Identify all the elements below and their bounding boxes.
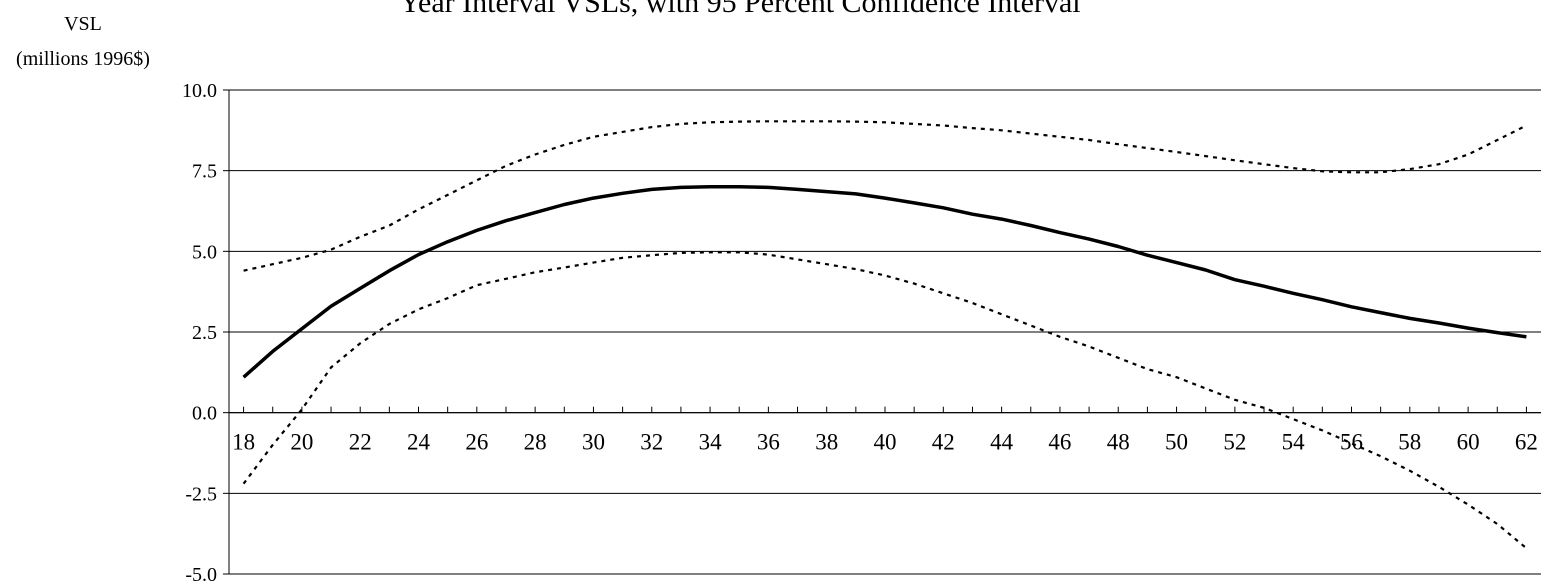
x-tick-label: 52 bbox=[1223, 430, 1246, 455]
x-tick-label: 36 bbox=[757, 430, 780, 455]
x-tick-label: 46 bbox=[1048, 430, 1071, 455]
x-tick-label: 22 bbox=[349, 430, 372, 455]
y-tick-label: -2.5 bbox=[185, 483, 217, 505]
x-tick-label: 38 bbox=[815, 430, 838, 455]
x-tick-label: 28 bbox=[524, 430, 547, 455]
y-axis-label-line1: VSL bbox=[64, 13, 102, 35]
vsl-estimate-line bbox=[242, 185, 1527, 379]
x-tick-label: 42 bbox=[932, 430, 955, 455]
y-tick-label: 0.0 bbox=[192, 403, 217, 425]
x-tick-label: 48 bbox=[1107, 430, 1130, 455]
chart-title: Year Interval VSLs, with 95 Percent Conf… bbox=[399, 0, 1080, 19]
x-tick-label: 40 bbox=[874, 430, 897, 455]
x-tick-label: 20 bbox=[290, 430, 313, 455]
x-tick-label: 60 bbox=[1457, 430, 1480, 455]
y-tick-labels: 10.0 7.5 5.0 2.5 0.0 -2.5 -5.0 bbox=[182, 80, 217, 584]
x-tick-label: 30 bbox=[582, 430, 605, 455]
lower-confidence-bound-line bbox=[242, 251, 1528, 550]
y-tick-label: 2.5 bbox=[192, 322, 217, 344]
x-tick-label: 44 bbox=[990, 430, 1014, 455]
upper-confidence-bound-line bbox=[243, 120, 1527, 272]
x-tick-label: 50 bbox=[1165, 430, 1188, 455]
x-tick-label: 62 bbox=[1515, 430, 1538, 455]
x-tick-label: 54 bbox=[1282, 430, 1306, 455]
x-tick-label: 34 bbox=[699, 430, 723, 455]
axes bbox=[223, 89, 1541, 575]
x-tick-label: 56 bbox=[1340, 430, 1363, 455]
y-tick-label: 7.5 bbox=[192, 161, 217, 183]
y-tick-label: 5.0 bbox=[192, 241, 217, 263]
y-axis-label-line2: (millions 1996$) bbox=[16, 48, 150, 70]
x-tick-label: 24 bbox=[407, 430, 431, 455]
y-tick-label: -5.0 bbox=[185, 564, 217, 584]
y-tick-label: 10.0 bbox=[182, 80, 217, 102]
x-tick-label: 26 bbox=[465, 430, 488, 455]
series-lines bbox=[242, 120, 1528, 550]
gridlines bbox=[229, 89, 1541, 575]
x-tick-labels: 18 20 22 24 26 28 30 32 34 36 38 40 42 44 46 48 50 52 54 56… bbox=[232, 430, 1538, 455]
x-tick-label: 32 bbox=[640, 430, 663, 455]
x-tick-label: 58 bbox=[1398, 430, 1421, 455]
x-tick-label: 18 bbox=[232, 430, 255, 455]
